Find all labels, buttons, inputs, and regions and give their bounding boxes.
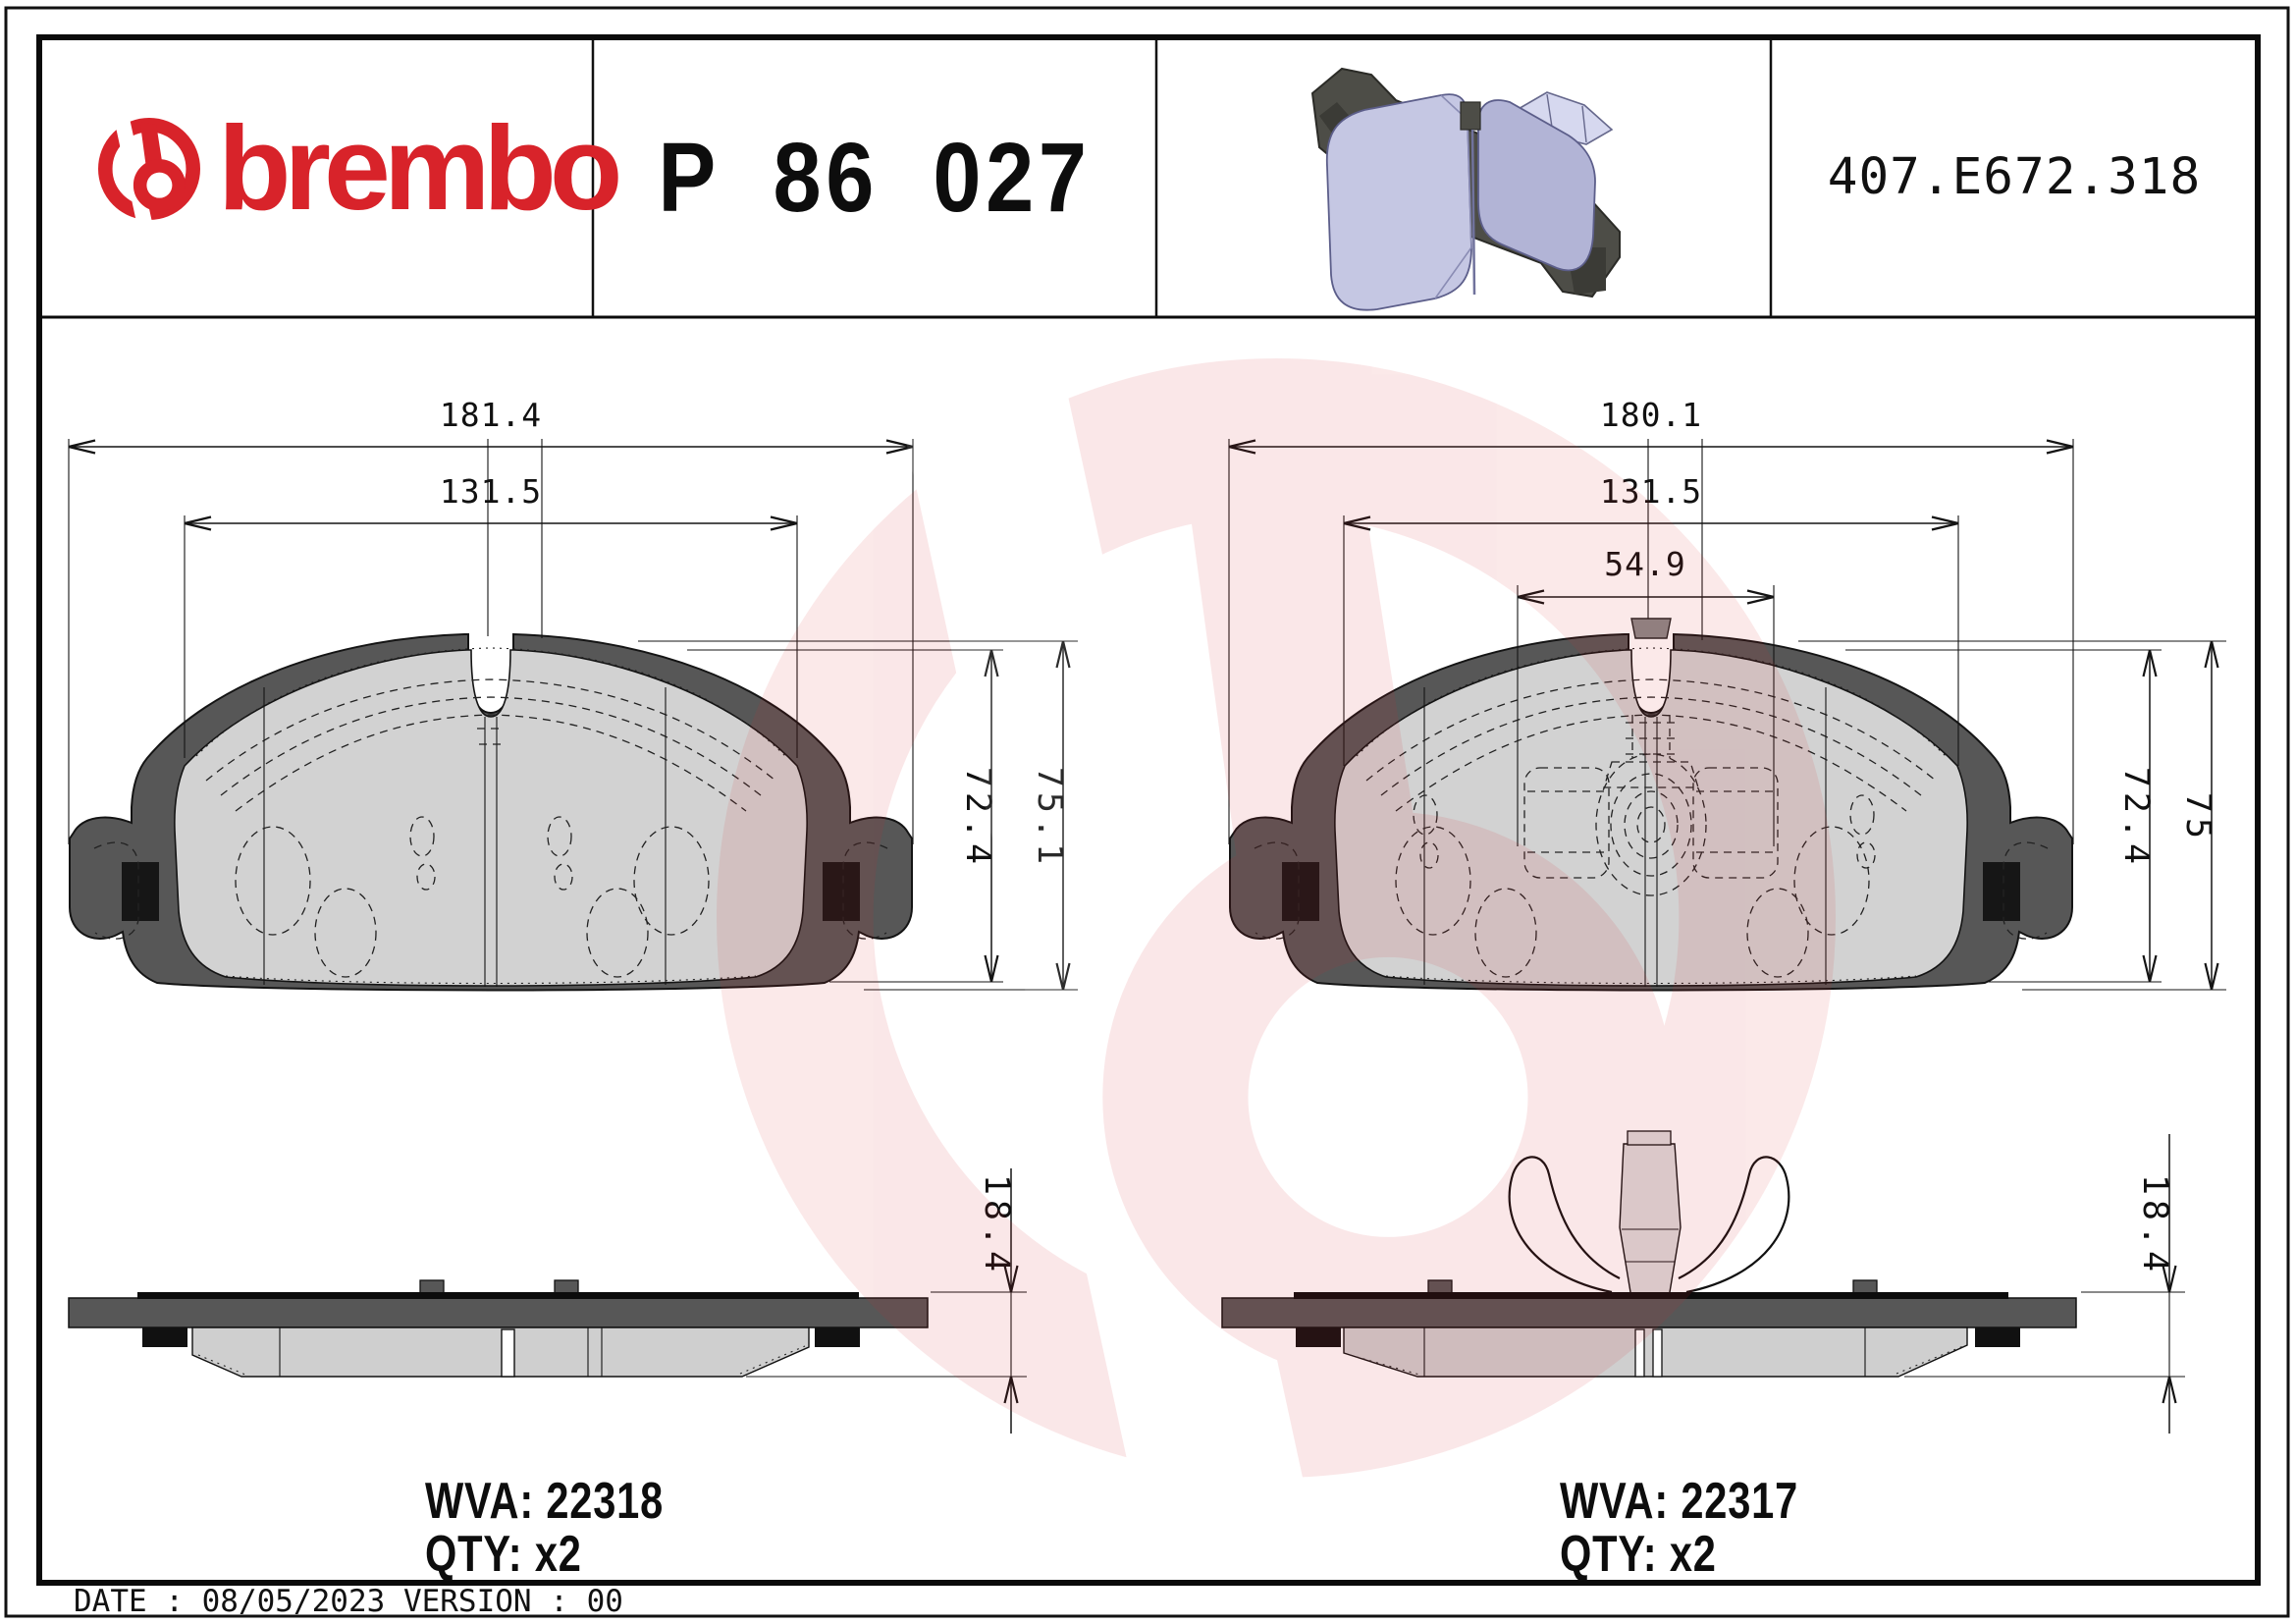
label-block-left: WVA: 22318 QTY: x2 xyxy=(425,1472,664,1583)
page-border xyxy=(4,6,2290,1618)
dim-height-friction-right: 72.4 xyxy=(2116,767,2156,869)
friction-edge xyxy=(191,1326,810,1378)
footer-date-version: DATE : 08/05/2023 VERSION : 00 xyxy=(74,1584,623,1619)
part-number: P 86 027 xyxy=(658,123,1091,234)
label-block-right: WVA: 22317 QTY: x2 xyxy=(1560,1472,1798,1583)
wva-number-right: WVA: 22317 xyxy=(1560,1472,1798,1530)
dim-width-overall-left: 181.4 xyxy=(440,396,542,434)
friction-slot xyxy=(501,1328,515,1378)
wva-number-left: WVA: 22318 xyxy=(425,1472,664,1530)
backplate-edge xyxy=(68,1297,929,1328)
brembo-logo-icon xyxy=(105,118,192,226)
dim-width-friction-left: 131.5 xyxy=(440,472,542,511)
brembo-logo: brembo xyxy=(105,101,625,235)
dim-thickness-right: 18.4 xyxy=(2135,1174,2174,1276)
drawing-frame xyxy=(36,34,2261,1586)
dim-width-overall-right: 180.1 xyxy=(1600,396,1702,434)
header: brembo P 86 027 407.E672.318 xyxy=(42,40,2255,319)
friction-slot xyxy=(1652,1328,1663,1378)
dim-height-overall-right: 75 xyxy=(2178,792,2217,843)
qty-left: QTY: x2 xyxy=(425,1525,582,1583)
pad-3d-illustration-icon xyxy=(1310,67,1621,311)
brembo-wordmark: brembo xyxy=(218,101,618,235)
qty-right: QTY: x2 xyxy=(1560,1525,1717,1583)
reference-number: 407.E672.318 xyxy=(1828,148,2201,206)
